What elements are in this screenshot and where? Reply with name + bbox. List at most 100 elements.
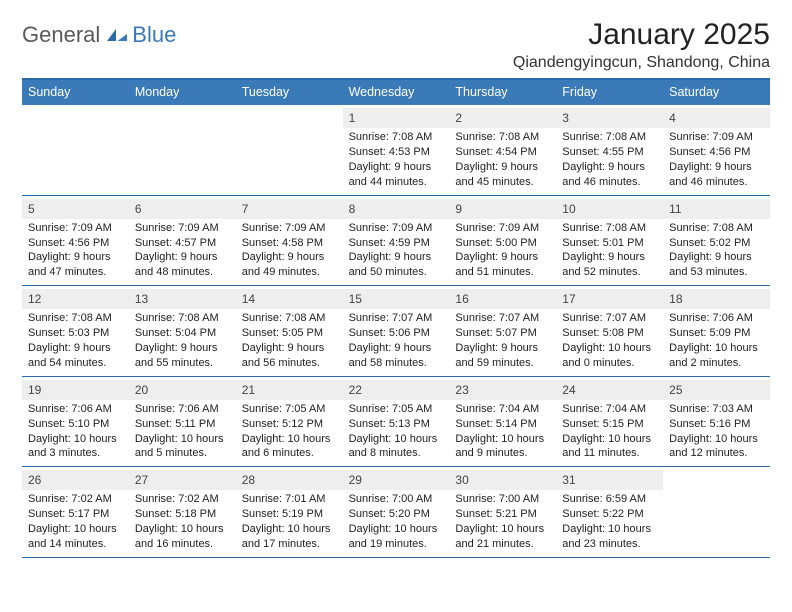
daylight-text-2: and 47 minutes. [28, 265, 123, 280]
daylight-text: Daylight: 9 hours [455, 341, 550, 356]
sunrise-text: Sunrise: 7:02 AM [135, 492, 230, 507]
sunrise-text: Sunrise: 7:03 AM [669, 402, 764, 417]
page: General Blue January 2025 Qiandengyingcu… [0, 0, 792, 576]
weeks-container: 1Sunrise: 7:08 AMSunset: 4:53 PMDaylight… [22, 105, 770, 558]
daylight-text-2: and 2 minutes. [669, 356, 764, 371]
sunset-text: Sunset: 4:56 PM [28, 236, 123, 251]
day-number: 25 [663, 380, 770, 400]
sunset-text: Sunset: 5:02 PM [669, 236, 764, 251]
sunset-text: Sunset: 5:19 PM [242, 507, 337, 522]
day-number: 18 [663, 289, 770, 309]
day-cell: 31Sunrise: 6:59 AMSunset: 5:22 PMDayligh… [556, 467, 663, 557]
sunrise-text: Sunrise: 7:07 AM [562, 311, 657, 326]
day-cell [22, 105, 129, 195]
daylight-text-2: and 11 minutes. [562, 446, 657, 461]
daylight-text-2: and 44 minutes. [349, 175, 444, 190]
sunrise-text: Sunrise: 7:08 AM [669, 221, 764, 236]
day-number: 6 [129, 199, 236, 219]
day-number: 8 [343, 199, 450, 219]
day-cell: 23Sunrise: 7:04 AMSunset: 5:14 PMDayligh… [449, 377, 556, 467]
sunset-text: Sunset: 5:16 PM [669, 417, 764, 432]
daylight-text: Daylight: 9 hours [135, 250, 230, 265]
day-number: 23 [449, 380, 556, 400]
sunrise-text: Sunrise: 7:06 AM [28, 402, 123, 417]
day-cell: 29Sunrise: 7:00 AMSunset: 5:20 PMDayligh… [343, 467, 450, 557]
day-cell: 12Sunrise: 7:08 AMSunset: 5:03 PMDayligh… [22, 286, 129, 376]
daylight-text-2: and 45 minutes. [455, 175, 550, 190]
sunrise-text: Sunrise: 7:08 AM [562, 221, 657, 236]
sunset-text: Sunset: 5:03 PM [28, 326, 123, 341]
daylight-text-2: and 49 minutes. [242, 265, 337, 280]
sunset-text: Sunset: 5:00 PM [455, 236, 550, 251]
week-row: 26Sunrise: 7:02 AMSunset: 5:17 PMDayligh… [22, 467, 770, 558]
daylight-text-2: and 52 minutes. [562, 265, 657, 280]
sunrise-text: Sunrise: 7:08 AM [28, 311, 123, 326]
daylight-text: Daylight: 9 hours [349, 160, 444, 175]
day-number: 2 [449, 108, 556, 128]
day-number: 14 [236, 289, 343, 309]
daylight-text: Daylight: 10 hours [242, 432, 337, 447]
daylight-text-2: and 51 minutes. [455, 265, 550, 280]
day-number: 20 [129, 380, 236, 400]
daylight-text: Daylight: 9 hours [135, 341, 230, 356]
daylight-text-2: and 58 minutes. [349, 356, 444, 371]
daylight-text: Daylight: 9 hours [562, 250, 657, 265]
daylight-text: Daylight: 10 hours [135, 432, 230, 447]
daylight-text: Daylight: 10 hours [669, 432, 764, 447]
daylight-text: Daylight: 10 hours [562, 522, 657, 537]
day-cell: 27Sunrise: 7:02 AMSunset: 5:18 PMDayligh… [129, 467, 236, 557]
daylight-text: Daylight: 10 hours [349, 522, 444, 537]
sunrise-text: Sunrise: 7:08 AM [349, 130, 444, 145]
daylight-text: Daylight: 9 hours [669, 160, 764, 175]
sunset-text: Sunset: 5:15 PM [562, 417, 657, 432]
weekday-header: Sunday [22, 80, 129, 105]
sunset-text: Sunset: 5:08 PM [562, 326, 657, 341]
daylight-text: Daylight: 10 hours [242, 522, 337, 537]
day-cell: 9Sunrise: 7:09 AMSunset: 5:00 PMDaylight… [449, 196, 556, 286]
day-number: 13 [129, 289, 236, 309]
sunrise-text: Sunrise: 7:08 AM [135, 311, 230, 326]
day-number: 3 [556, 108, 663, 128]
day-cell: 24Sunrise: 7:04 AMSunset: 5:15 PMDayligh… [556, 377, 663, 467]
daylight-text-2: and 46 minutes. [562, 175, 657, 190]
weekday-header-row: Sunday Monday Tuesday Wednesday Thursday… [22, 80, 770, 105]
day-cell: 28Sunrise: 7:01 AMSunset: 5:19 PMDayligh… [236, 467, 343, 557]
day-number: 28 [236, 470, 343, 490]
sunset-text: Sunset: 5:01 PM [562, 236, 657, 251]
week-row: 12Sunrise: 7:08 AMSunset: 5:03 PMDayligh… [22, 286, 770, 377]
sunrise-text: Sunrise: 7:09 AM [242, 221, 337, 236]
weekday-header: Wednesday [343, 80, 450, 105]
sunrise-text: Sunrise: 7:07 AM [455, 311, 550, 326]
sunrise-text: Sunrise: 7:09 AM [28, 221, 123, 236]
day-cell: 8Sunrise: 7:09 AMSunset: 4:59 PMDaylight… [343, 196, 450, 286]
daylight-text-2: and 12 minutes. [669, 446, 764, 461]
weekday-header: Tuesday [236, 80, 343, 105]
sunset-text: Sunset: 4:56 PM [669, 145, 764, 160]
daylight-text: Daylight: 9 hours [242, 250, 337, 265]
day-cell: 21Sunrise: 7:05 AMSunset: 5:12 PMDayligh… [236, 377, 343, 467]
daylight-text: Daylight: 10 hours [135, 522, 230, 537]
day-cell: 14Sunrise: 7:08 AMSunset: 5:05 PMDayligh… [236, 286, 343, 376]
day-cell: 18Sunrise: 7:06 AMSunset: 5:09 PMDayligh… [663, 286, 770, 376]
page-title: January 2025 [513, 18, 770, 52]
day-cell: 4Sunrise: 7:09 AMSunset: 4:56 PMDaylight… [663, 105, 770, 195]
day-number: 12 [22, 289, 129, 309]
day-cell: 30Sunrise: 7:00 AMSunset: 5:21 PMDayligh… [449, 467, 556, 557]
daylight-text: Daylight: 9 hours [349, 341, 444, 356]
sunset-text: Sunset: 5:07 PM [455, 326, 550, 341]
logo: General Blue [22, 18, 176, 48]
sunset-text: Sunset: 5:10 PM [28, 417, 123, 432]
sunset-text: Sunset: 4:58 PM [242, 236, 337, 251]
sunset-text: Sunset: 4:54 PM [455, 145, 550, 160]
title-block: January 2025 Qiandengyingcun, Shandong, … [513, 18, 770, 72]
daylight-text-2: and 56 minutes. [242, 356, 337, 371]
daylight-text-2: and 54 minutes. [28, 356, 123, 371]
sunrise-text: Sunrise: 7:07 AM [349, 311, 444, 326]
daylight-text: Daylight: 10 hours [28, 522, 123, 537]
day-number: 21 [236, 380, 343, 400]
sunrise-text: Sunrise: 7:04 AM [562, 402, 657, 417]
weekday-header: Friday [556, 80, 663, 105]
sunrise-text: Sunrise: 7:08 AM [455, 130, 550, 145]
daylight-text-2: and 8 minutes. [349, 446, 444, 461]
sunrise-text: Sunrise: 7:02 AM [28, 492, 123, 507]
